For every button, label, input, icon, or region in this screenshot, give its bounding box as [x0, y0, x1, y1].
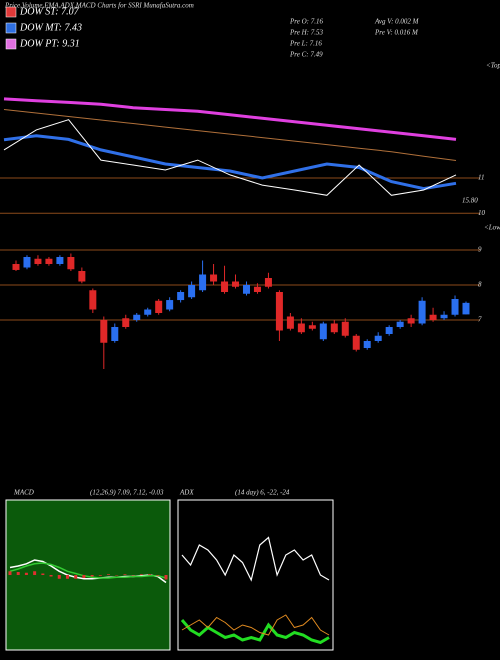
histogram-bar	[49, 575, 53, 577]
histogram-bar	[41, 573, 45, 575]
candle-body	[199, 274, 207, 291]
candle-body	[429, 314, 437, 320]
candle-body	[363, 341, 371, 348]
candle-body	[451, 299, 459, 315]
candle-body	[232, 281, 240, 287]
histogram-bar	[148, 574, 152, 575]
candle-body	[78, 271, 86, 282]
candle-body	[67, 257, 75, 270]
stat: Pre L: 7.16	[289, 40, 322, 48]
y-tick-label: 7	[478, 316, 482, 324]
series-line	[181, 536, 330, 582]
candle-body	[34, 258, 42, 264]
candle-body	[462, 302, 470, 315]
candle-body	[396, 321, 404, 327]
candle-body	[374, 335, 382, 341]
candle-body	[297, 323, 305, 333]
candle-body	[286, 316, 294, 329]
histogram-bar	[123, 574, 127, 575]
stat: Pre C: 7.49	[289, 51, 323, 59]
y-tick-label: 11	[478, 174, 484, 182]
histogram-bar	[107, 574, 111, 575]
legend-swatch	[5, 22, 17, 34]
panel-subtitle: (12,26,9) 7.09, 7.12, -0.03	[90, 489, 164, 497]
histogram-bar	[33, 571, 37, 575]
candle-body	[275, 292, 283, 331]
candle-body	[188, 285, 196, 298]
candle-body	[440, 314, 448, 319]
candle-body	[418, 300, 426, 324]
candle-body	[56, 257, 64, 264]
candle-body	[12, 264, 20, 270]
candle-body	[144, 309, 152, 315]
series-line	[3, 134, 457, 191]
stat: Pre V: 0.016 M	[374, 29, 419, 37]
series-line	[180, 619, 330, 645]
candle-body	[407, 318, 415, 324]
histogram-bar	[98, 575, 102, 576]
candle-body	[100, 320, 108, 343]
y-tick-label: 9	[478, 246, 482, 254]
series-line	[3, 109, 457, 161]
panel-title: ADX	[179, 489, 194, 497]
histogram-bar	[16, 572, 20, 575]
stat: Pre H: 7.53	[289, 29, 323, 37]
histogram-bar	[164, 575, 168, 580]
candle-body	[330, 323, 338, 333]
candle-body	[45, 258, 53, 264]
candle-body	[111, 327, 119, 341]
candle-body	[166, 300, 174, 310]
candle-body	[264, 278, 272, 287]
candle-body	[133, 314, 141, 320]
candle-body	[242, 285, 250, 294]
candle-body	[352, 335, 360, 350]
candle-body	[155, 300, 163, 313]
candle-body	[122, 318, 130, 327]
candle-body	[221, 281, 229, 292]
histogram-bar	[115, 575, 119, 576]
page-title: Price,Volume,EMA,ADX,MACD Charts for SSR…	[4, 2, 194, 10]
annotation: <Lows	[484, 224, 500, 232]
histogram-bar	[57, 575, 61, 579]
panel-background	[177, 499, 334, 651]
histogram-bar	[65, 575, 69, 579]
candle-body	[89, 290, 97, 310]
legend-label: DOW PT: 9.31	[19, 38, 80, 49]
y-tick-label: 8	[478, 281, 482, 289]
legend-swatch	[5, 6, 17, 18]
legend-label: DOW MT: 7.43	[19, 22, 82, 33]
histogram-bar	[139, 574, 143, 575]
histogram-bar	[90, 575, 94, 577]
histogram-bar	[82, 575, 86, 578]
annotation: 15.80	[462, 197, 478, 205]
histogram-bar	[156, 575, 160, 576]
series-line	[9, 562, 167, 579]
histogram-bar	[131, 575, 135, 576]
candle-body	[319, 323, 327, 340]
candle-body	[341, 321, 349, 336]
series-line	[3, 97, 457, 141]
candle-body	[23, 257, 31, 268]
candle-body	[210, 274, 218, 282]
panel-subtitle: (14 day) 6, -22, -24	[235, 489, 290, 497]
y-tick-label: 10	[478, 209, 486, 217]
histogram-bar	[8, 571, 12, 575]
candle-body	[308, 325, 316, 329]
legend-label: DOW ST: 7.07	[19, 6, 80, 17]
series-line	[181, 614, 330, 636]
stat: Avg V: 0.002 M	[374, 18, 420, 26]
candle-body	[253, 286, 261, 292]
candle-body	[177, 292, 185, 301]
histogram-bar	[24, 572, 28, 575]
annotation: <Tops	[486, 62, 500, 70]
legend-swatch	[5, 38, 17, 50]
stat: Pre O: 7.16	[289, 18, 323, 26]
series-line	[3, 119, 457, 196]
candle-body	[385, 327, 393, 334]
panel-title: MACD	[13, 489, 34, 497]
histogram-bar	[74, 575, 78, 579]
